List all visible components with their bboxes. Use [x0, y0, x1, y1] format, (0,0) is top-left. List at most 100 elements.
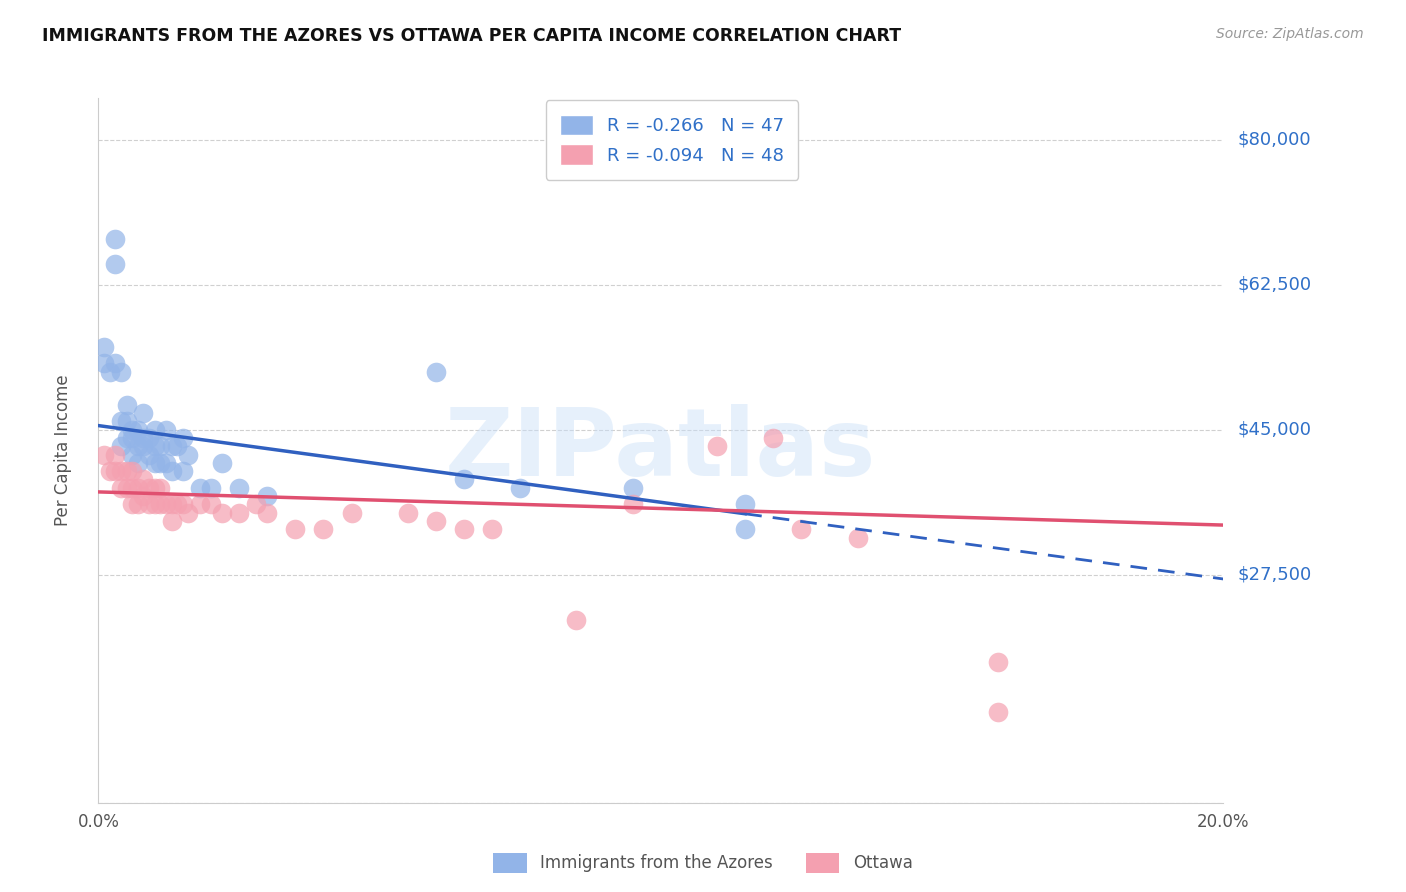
Point	[256, 506, 278, 520]
Point	[127, 456, 149, 470]
Point	[138, 448, 160, 462]
Point	[228, 506, 250, 520]
Point	[987, 705, 1010, 719]
Text: ZIPatlas: ZIPatlas	[446, 404, 876, 497]
Point	[211, 456, 233, 470]
Point	[706, 439, 728, 453]
Point	[132, 431, 155, 445]
Point	[734, 497, 756, 511]
Text: $62,500: $62,500	[1237, 276, 1312, 293]
Point	[115, 414, 138, 428]
Point	[93, 448, 115, 462]
Point	[115, 398, 138, 412]
Point	[104, 464, 127, 478]
Point	[143, 497, 166, 511]
Point	[138, 431, 160, 445]
Point	[121, 481, 143, 495]
Point	[104, 232, 127, 246]
Point	[256, 489, 278, 503]
Point	[127, 423, 149, 437]
Legend: Immigrants from the Azores, Ottawa: Immigrants from the Azores, Ottawa	[486, 847, 920, 880]
Text: IMMIGRANTS FROM THE AZORES VS OTTAWA PER CAPITA INCOME CORRELATION CHART: IMMIGRANTS FROM THE AZORES VS OTTAWA PER…	[42, 27, 901, 45]
Point	[132, 439, 155, 453]
Point	[138, 481, 160, 495]
Point	[340, 506, 363, 520]
Point	[425, 365, 447, 379]
Point	[172, 497, 194, 511]
Point	[149, 497, 172, 511]
Point	[160, 514, 183, 528]
Point	[734, 522, 756, 536]
Point	[211, 506, 233, 520]
Point	[93, 340, 115, 354]
Point	[200, 497, 222, 511]
Point	[110, 439, 132, 453]
Point	[565, 614, 588, 628]
Point	[160, 439, 183, 453]
Text: $80,000: $80,000	[1237, 130, 1310, 149]
Point	[143, 456, 166, 470]
Point	[104, 448, 127, 462]
Point	[98, 365, 121, 379]
Point	[228, 481, 250, 495]
Point	[172, 431, 194, 445]
Point	[284, 522, 307, 536]
Point	[396, 506, 419, 520]
Point	[846, 531, 869, 545]
Point	[115, 464, 138, 478]
Point	[149, 439, 172, 453]
Text: $45,000: $45,000	[1237, 421, 1312, 439]
Point	[453, 473, 475, 487]
Text: Source: ZipAtlas.com: Source: ZipAtlas.com	[1216, 27, 1364, 41]
Legend: R = -0.266   N = 47, R = -0.094   N = 48: R = -0.266 N = 47, R = -0.094 N = 48	[546, 100, 799, 179]
Point	[177, 448, 200, 462]
Point	[138, 497, 160, 511]
Point	[149, 481, 172, 495]
Point	[121, 497, 143, 511]
Point	[188, 481, 211, 495]
Point	[177, 506, 200, 520]
Point	[155, 456, 177, 470]
Point	[127, 481, 149, 495]
Point	[121, 464, 143, 478]
Point	[143, 481, 166, 495]
Point	[143, 439, 166, 453]
Point	[166, 439, 188, 453]
Point	[453, 522, 475, 536]
Point	[132, 473, 155, 487]
Point	[621, 497, 644, 511]
Point	[245, 497, 267, 511]
Point	[155, 497, 177, 511]
Point	[115, 481, 138, 495]
Point	[121, 448, 143, 462]
Point	[762, 431, 785, 445]
Point	[115, 431, 138, 445]
Point	[621, 481, 644, 495]
Point	[188, 497, 211, 511]
Point	[110, 464, 132, 478]
Point	[312, 522, 335, 536]
Point	[160, 497, 183, 511]
Point	[481, 522, 503, 536]
Point	[155, 423, 177, 437]
Point	[987, 655, 1010, 669]
Point	[121, 431, 143, 445]
Point	[110, 365, 132, 379]
Point	[110, 414, 132, 428]
Point	[166, 497, 188, 511]
Point	[132, 406, 155, 420]
Point	[149, 456, 172, 470]
Point	[121, 423, 143, 437]
Point	[160, 464, 183, 478]
Point	[127, 439, 149, 453]
Point	[790, 522, 813, 536]
Point	[98, 464, 121, 478]
Point	[172, 464, 194, 478]
Point	[425, 514, 447, 528]
Point	[127, 497, 149, 511]
Point	[110, 481, 132, 495]
Point	[200, 481, 222, 495]
Y-axis label: Per Capita Income: Per Capita Income	[53, 375, 72, 526]
Point	[93, 356, 115, 370]
Point	[509, 481, 531, 495]
